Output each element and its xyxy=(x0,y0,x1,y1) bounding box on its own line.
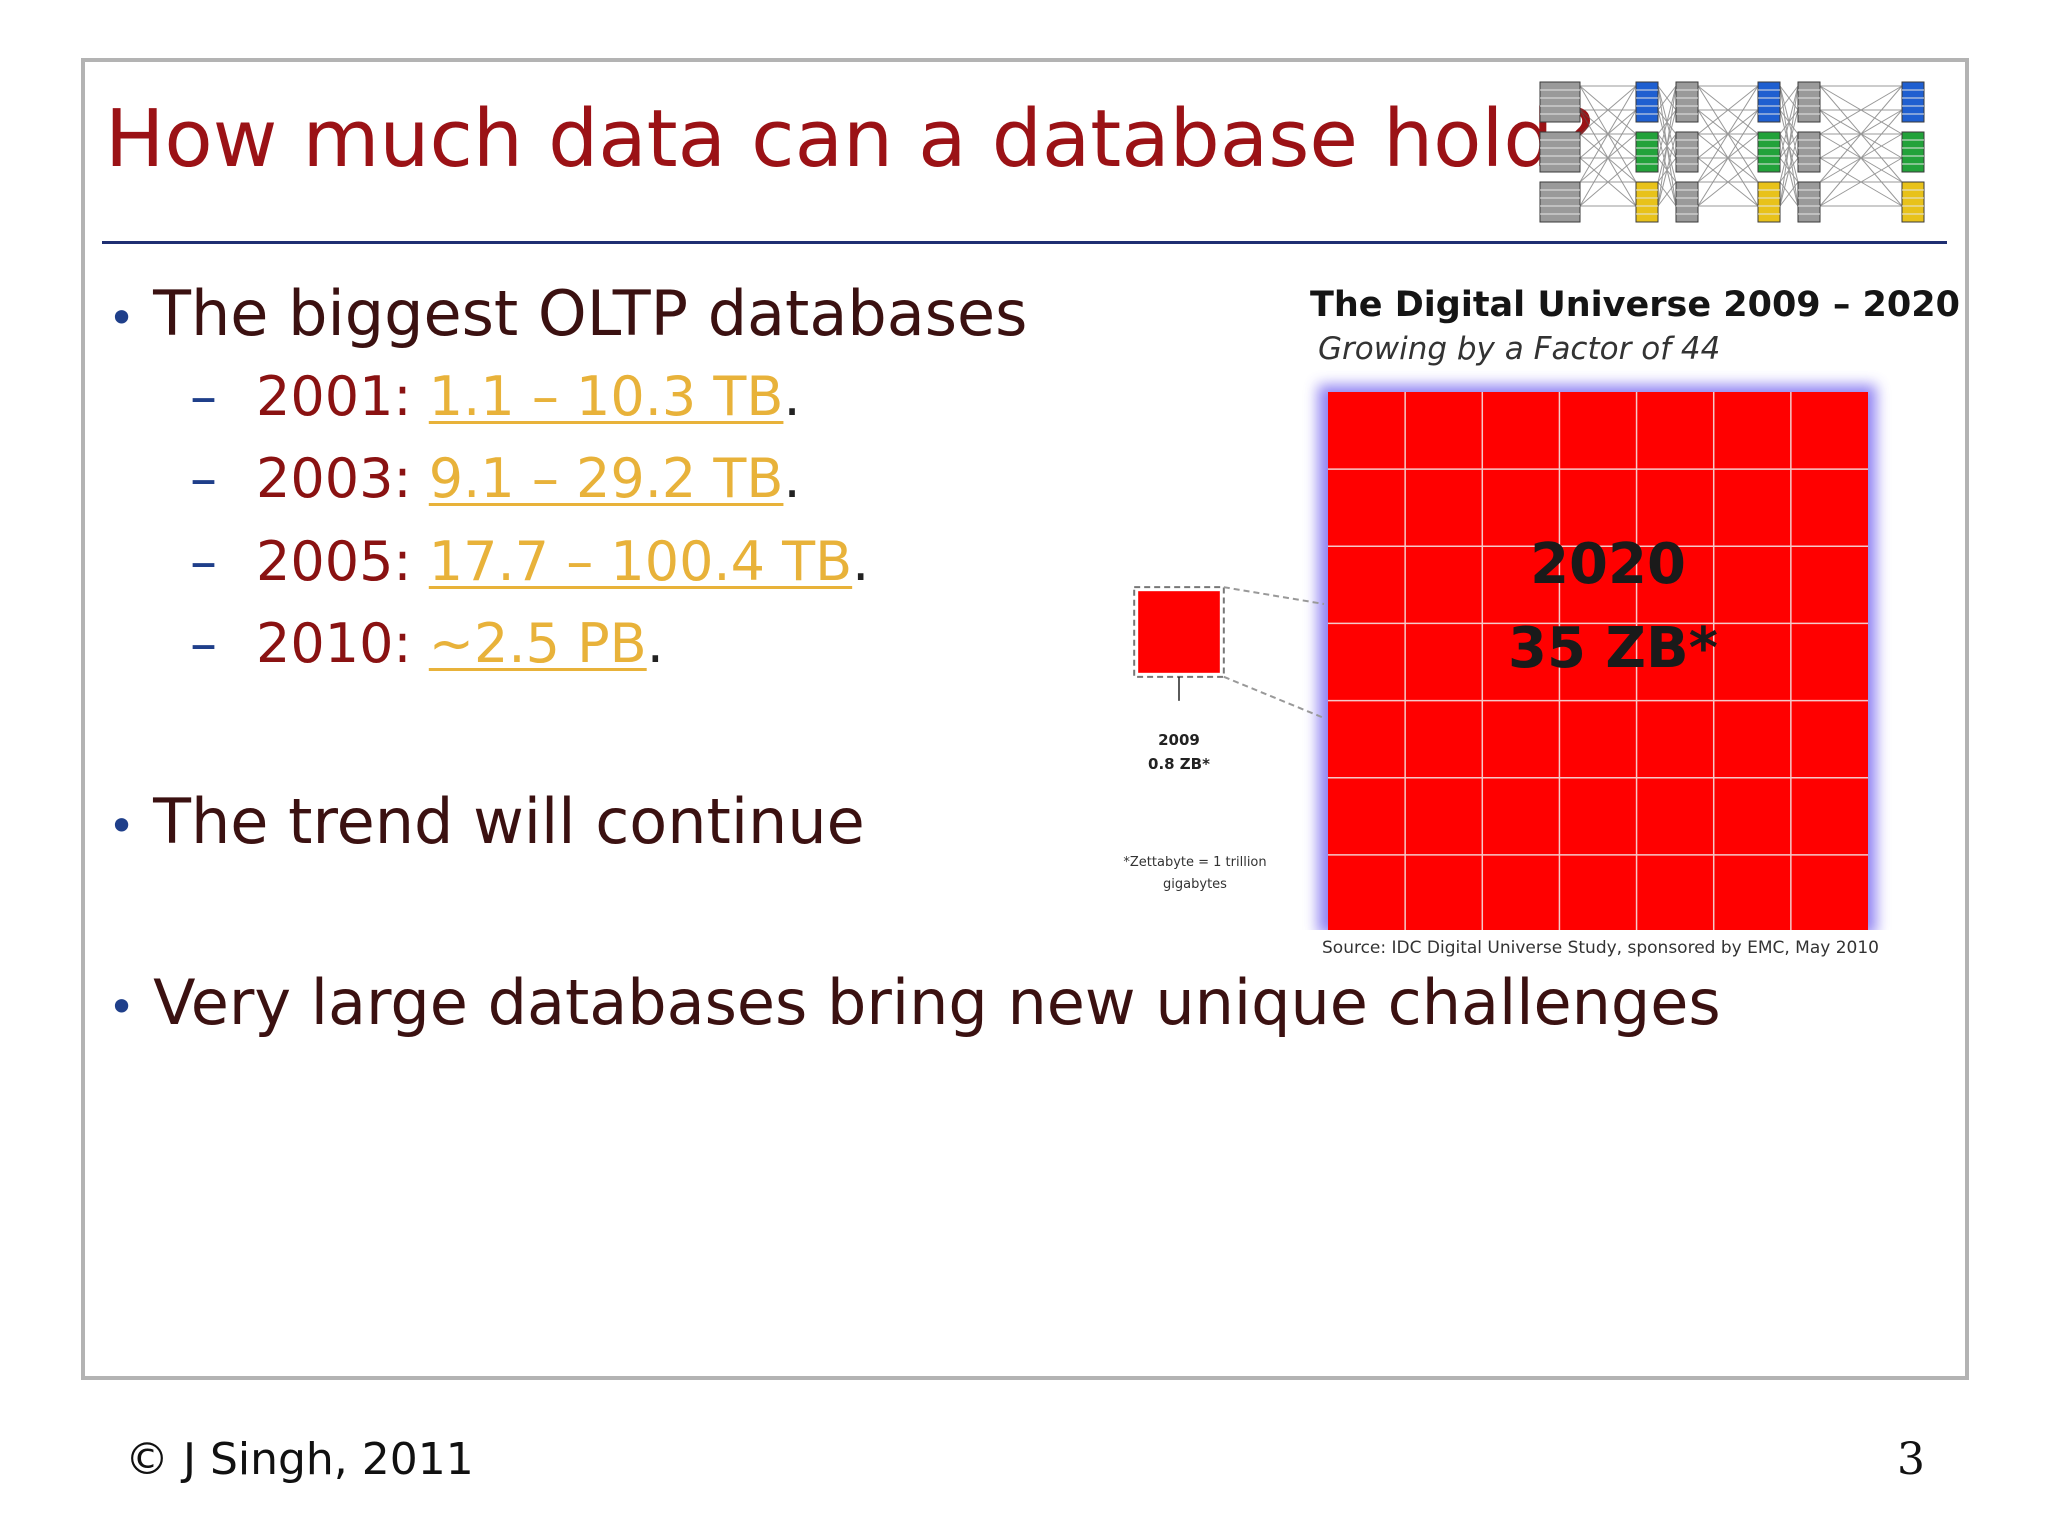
bullet-text: The trend will continue xyxy=(153,785,865,858)
bar-2020-area xyxy=(1328,392,1868,930)
label-2009-value: 0.8 ZB* xyxy=(1148,755,1210,773)
sub-item-2005: –2005: 17.7 – 100.4 TB. xyxy=(190,535,869,589)
logo-block xyxy=(1675,181,1699,223)
logo-connection xyxy=(1579,85,1637,183)
logo-connection xyxy=(1579,157,1637,207)
bullet-oltp: • The biggest OLTP databases xyxy=(108,283,1027,345)
logo-block xyxy=(1757,181,1781,223)
bar-2020 xyxy=(1328,392,1868,930)
bullet-trend: • The trend will continue xyxy=(108,791,865,853)
zoom-connector xyxy=(1223,586,1325,605)
logo-connection xyxy=(1657,85,1677,159)
bullet-text: Very large databases bring new unique ch… xyxy=(153,966,1721,1039)
logo-connection xyxy=(1819,157,1903,207)
oltp-2003-link[interactable]: 9.1 – 29.2 TB xyxy=(428,447,784,510)
logo-connection xyxy=(1779,133,1799,207)
digital-universe-chart: 2020 35 ZB* 2009 0.8 ZB* xyxy=(1133,385,1876,930)
zoom-connector xyxy=(1223,675,1325,719)
chart-source: Source: IDC Digital Universe Study, spon… xyxy=(1322,938,1879,958)
logo-block xyxy=(1901,81,1925,123)
logo-connection xyxy=(1697,85,1759,183)
logo-connection xyxy=(1697,85,1759,135)
logo-connection xyxy=(1579,85,1637,135)
bullet-text: The biggest OLTP databases xyxy=(153,277,1028,350)
bar-2009 xyxy=(1133,586,1325,719)
sub-item-2010: –2010: ~2.5 PB. xyxy=(190,617,664,671)
year-label: 2001: xyxy=(256,365,429,428)
logo-block xyxy=(1797,81,1821,123)
logo-block xyxy=(1675,81,1699,123)
logo-block xyxy=(1901,131,1925,173)
title-divider xyxy=(102,241,1947,244)
logo-connection xyxy=(1657,133,1677,207)
logo-connection xyxy=(1697,109,1759,207)
oltp-2005-link[interactable]: 17.7 – 100.4 TB xyxy=(428,530,853,593)
chart-footnote: *Zettabyte = 1 trillion gigabytes xyxy=(1123,855,1267,893)
logo-connection xyxy=(1819,109,1903,207)
logo-block xyxy=(1797,131,1821,173)
logo-connection xyxy=(1657,181,1677,207)
chart-subtitle: Growing by a Factor of 44 xyxy=(1318,331,1721,367)
logo-block xyxy=(1901,181,1925,223)
logo-block xyxy=(1539,131,1581,173)
logo-block xyxy=(1797,181,1821,223)
logo-connection xyxy=(1579,109,1637,207)
label-2020-value: 35 ZB* xyxy=(1508,616,1718,681)
logo-connection xyxy=(1779,85,1799,111)
year-label: 2010: xyxy=(256,612,429,675)
logo-connection xyxy=(1657,85,1677,207)
period: . xyxy=(646,612,664,675)
logo-connection xyxy=(1779,181,1799,207)
logo-connection xyxy=(1697,157,1759,207)
label-2020-year: 2020 xyxy=(1530,532,1686,597)
bullet-dot-icon: • xyxy=(108,979,136,1034)
dash-icon: – xyxy=(190,365,217,428)
logo-block xyxy=(1635,131,1659,173)
period: . xyxy=(852,530,870,593)
chart-title: The Digital Universe 2009 – 2020 xyxy=(1310,285,1960,325)
logo-connection xyxy=(1819,85,1903,183)
logo-connection xyxy=(1819,85,1903,135)
oltp-2001-link[interactable]: 1.1 – 10.3 TB xyxy=(428,365,784,428)
logo-connection xyxy=(1779,85,1799,159)
logo-block xyxy=(1757,81,1781,123)
bar-2009-area xyxy=(1138,591,1220,673)
year-label: 2003: xyxy=(256,447,429,510)
bullet-challenges: • Very large databases bring new unique c… xyxy=(108,972,1721,1034)
logo-block xyxy=(1757,131,1781,173)
footer-copyright: © J Singh, 2011 xyxy=(125,1434,474,1485)
sub-item-2001: –2001: 1.1 – 10.3 TB. xyxy=(190,370,801,424)
dash-icon: – xyxy=(190,612,217,675)
bullet-dot-icon: • xyxy=(108,798,136,853)
label-2009-year: 2009 xyxy=(1158,731,1200,749)
slide-title: How much data can a database hold? xyxy=(105,93,1596,185)
year-label: 2005: xyxy=(256,530,429,593)
logo-block xyxy=(1675,131,1699,173)
bullet-dot-icon: • xyxy=(108,290,136,345)
sub-item-2003: –2003: 9.1 – 29.2 TB. xyxy=(190,452,801,506)
logo-connection xyxy=(1657,85,1677,111)
logo-connection xyxy=(1779,85,1799,207)
page-number: 3 xyxy=(1897,1434,1925,1485)
logo-block xyxy=(1539,81,1581,123)
logo-block xyxy=(1539,181,1581,223)
logo-block xyxy=(1635,81,1659,123)
logo-block xyxy=(1635,181,1659,223)
oltp-2010-link[interactable]: ~2.5 PB xyxy=(428,612,647,675)
period: . xyxy=(783,447,801,510)
period: . xyxy=(783,365,801,428)
dash-icon: – xyxy=(190,530,217,593)
dash-icon: – xyxy=(190,447,217,510)
network-logo-icon xyxy=(1539,81,1925,223)
